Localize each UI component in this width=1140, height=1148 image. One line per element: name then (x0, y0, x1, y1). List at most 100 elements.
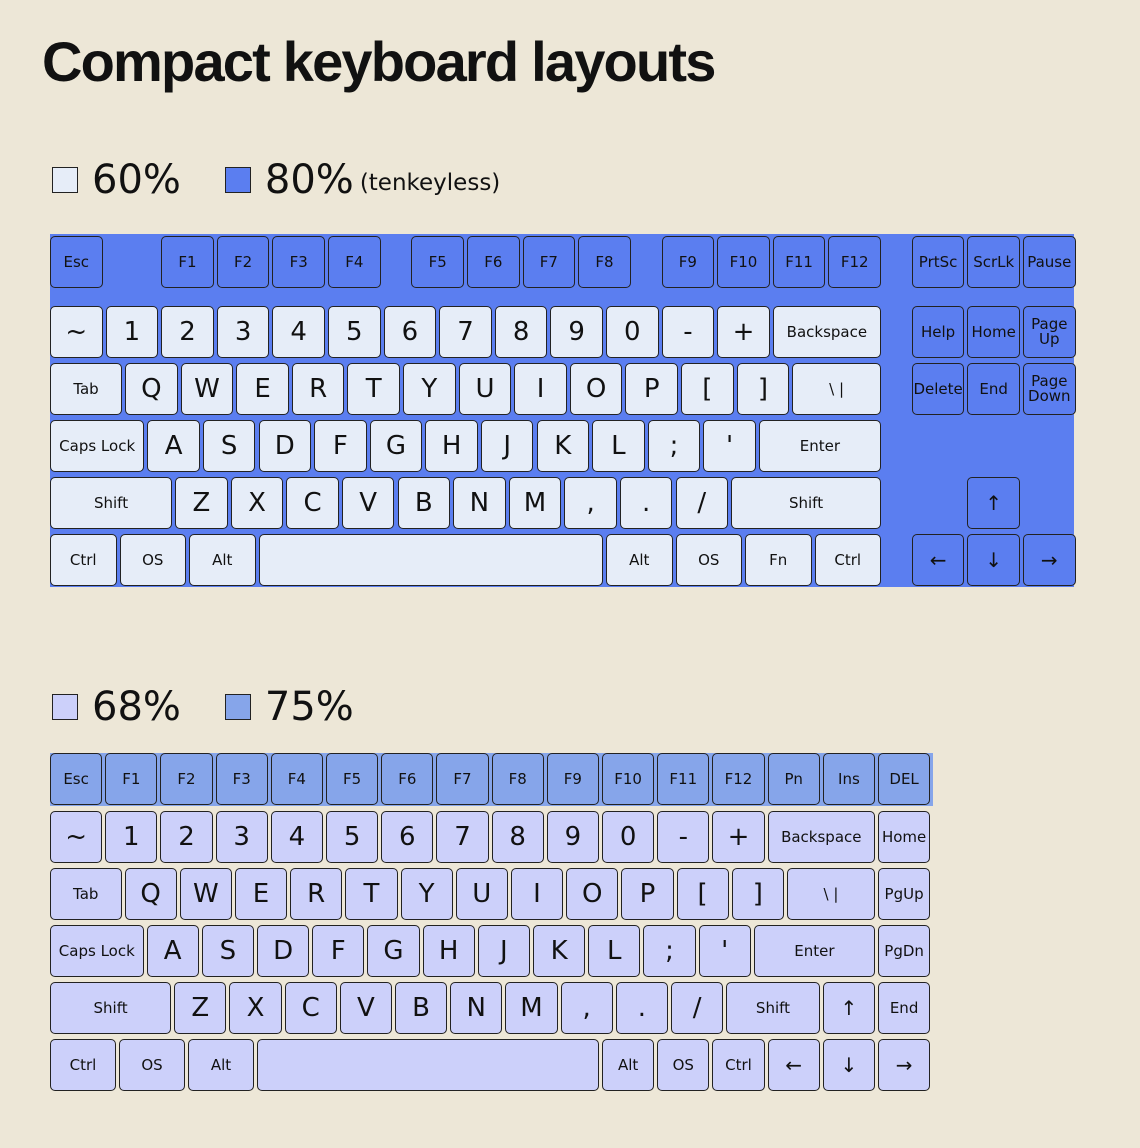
key: F9 (661, 236, 715, 288)
key: O (569, 363, 623, 415)
key: F (314, 420, 367, 472)
key: OS (675, 534, 742, 586)
key: I (510, 868, 564, 920)
key: . (615, 982, 668, 1034)
key: Enter (753, 925, 875, 977)
key: H (422, 925, 475, 977)
key: / (671, 982, 724, 1034)
legend-swatch (224, 694, 251, 720)
key: 8 (491, 811, 544, 863)
key: F1 (105, 753, 158, 805)
legend: 60% 80% (tenkeyless) (52, 157, 500, 203)
key: F4 (270, 753, 323, 805)
key: [ (676, 868, 729, 920)
key: F7 (522, 236, 576, 288)
key: K (536, 420, 590, 472)
key: Alt (602, 1039, 655, 1091)
key: F7 (436, 753, 489, 805)
key: I (514, 363, 567, 415)
key: M (505, 982, 558, 1034)
key: - (657, 811, 710, 863)
key: PgUp (878, 868, 931, 920)
key: Ins (822, 753, 875, 805)
key: 8 (494, 306, 548, 358)
key: ] (736, 363, 790, 415)
key: ↓ (967, 534, 1020, 586)
key: V (339, 982, 392, 1034)
key: R (290, 868, 343, 920)
key: O (566, 868, 619, 920)
legend-label: 75% (264, 684, 354, 730)
key: 2 (161, 306, 214, 358)
key: [ (681, 363, 734, 415)
legend-label: 60% (92, 157, 181, 203)
key: Ctrl (50, 1039, 116, 1091)
key: G (367, 925, 420, 977)
key: Alt (188, 1039, 254, 1091)
key: + (712, 811, 765, 863)
key: ; (647, 420, 701, 472)
key: F1 (161, 236, 214, 288)
key: F8 (578, 236, 631, 288)
key: F10 (717, 236, 770, 288)
key: ↓ (822, 1039, 875, 1091)
space-bar (258, 534, 603, 586)
legend: 68% 75% (52, 684, 354, 730)
key: ~ (50, 811, 103, 863)
key: G (369, 420, 423, 472)
key: DEL (878, 753, 931, 805)
key: Q (125, 363, 178, 415)
key: 5 (326, 811, 379, 863)
key: L (588, 925, 641, 977)
key: OS (657, 1039, 710, 1091)
key: E (236, 363, 289, 415)
legend-label: 68% (92, 684, 181, 730)
key: 6 (383, 306, 437, 358)
key: X (230, 477, 284, 529)
key: F5 (411, 236, 464, 288)
key: F3 (272, 236, 325, 288)
key: A (146, 925, 199, 977)
legend-swatch (52, 694, 78, 720)
key: F10 (602, 753, 655, 805)
key: F4 (328, 236, 381, 288)
key: H (425, 420, 478, 472)
key: X (229, 982, 282, 1034)
key: C (286, 477, 339, 529)
key: S (201, 925, 254, 977)
key: Page Up (1023, 306, 1076, 358)
key: Pause (1023, 236, 1076, 288)
key: P (621, 868, 674, 920)
key: F3 (215, 753, 268, 805)
key: → (1023, 534, 1076, 586)
key: Shift (726, 982, 820, 1034)
key: Pn (767, 753, 820, 805)
key: OS (119, 534, 186, 586)
title: Compact keyboard layouts (42, 30, 716, 93)
key: T (347, 363, 401, 415)
key: R (291, 363, 345, 415)
key: ; (643, 925, 696, 977)
key: Help (911, 306, 965, 358)
key: 9 (546, 811, 599, 863)
key: Z (174, 982, 227, 1034)
key: . (619, 477, 673, 529)
key: E (234, 868, 288, 920)
key: J (477, 925, 530, 977)
key: Y (403, 363, 456, 415)
key: Alt (606, 534, 673, 586)
key: L (592, 420, 645, 472)
key: ' (698, 925, 751, 977)
key: Tab (50, 868, 122, 920)
key: - (661, 306, 715, 358)
key: 2 (160, 811, 213, 863)
key: 6 (381, 811, 434, 863)
key: 4 (270, 811, 323, 863)
legend-label: 80% (264, 157, 354, 203)
key: B (395, 982, 448, 1034)
key: ~ (50, 306, 103, 358)
key: ← (767, 1039, 820, 1091)
key: F2 (216, 236, 270, 288)
key: 4 (272, 306, 325, 358)
key: → (878, 1039, 931, 1091)
